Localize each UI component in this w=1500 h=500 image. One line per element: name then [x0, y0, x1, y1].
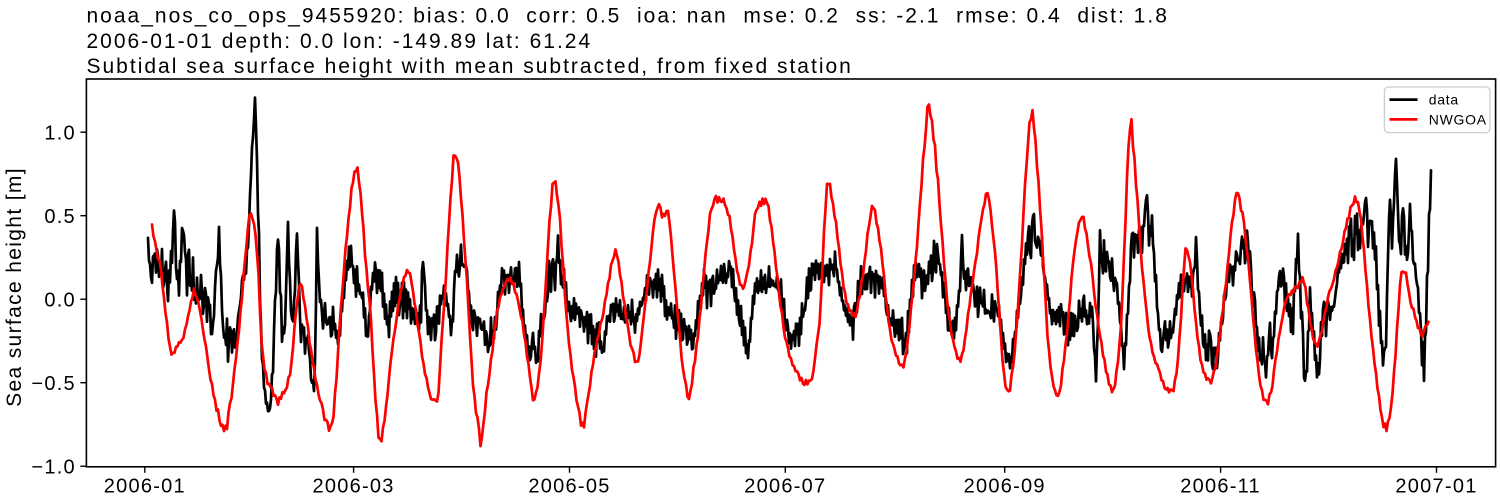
svg-text:2006-05: 2006-05: [528, 475, 610, 497]
svg-text:1.0: 1.0: [44, 122, 76, 144]
svg-text:noaa_nos_co_ops_9455920: bias:: noaa_nos_co_ops_9455920: bias: 0.0 corr:…: [87, 5, 1169, 28]
svg-text:2006-01-01 depth: 0.0 lon: -14: 2006-01-01 depth: 0.0 lon: -149.89 lat: …: [87, 30, 593, 53]
svg-text:−0.5: −0.5: [31, 373, 75, 395]
svg-text:0.5: 0.5: [44, 206, 76, 228]
svg-text:Subtidal sea surface height wi: Subtidal sea surface height with mean su…: [87, 55, 853, 78]
svg-text:Sea surface height [m]: Sea surface height [m]: [3, 167, 26, 407]
svg-text:−1.0: −1.0: [31, 456, 75, 478]
svg-text:data: data: [1429, 92, 1459, 108]
svg-text:2006-01: 2006-01: [104, 475, 186, 497]
svg-text:2006-07: 2006-07: [744, 475, 826, 497]
svg-text:2006-11: 2006-11: [1180, 475, 1261, 497]
svg-text:2007-01: 2007-01: [1395, 475, 1477, 497]
svg-text:0.0: 0.0: [44, 289, 76, 311]
svg-text:2006-09: 2006-09: [964, 475, 1046, 497]
svg-text:2006-03: 2006-03: [313, 475, 395, 497]
svg-text:NWGOA: NWGOA: [1429, 111, 1487, 127]
